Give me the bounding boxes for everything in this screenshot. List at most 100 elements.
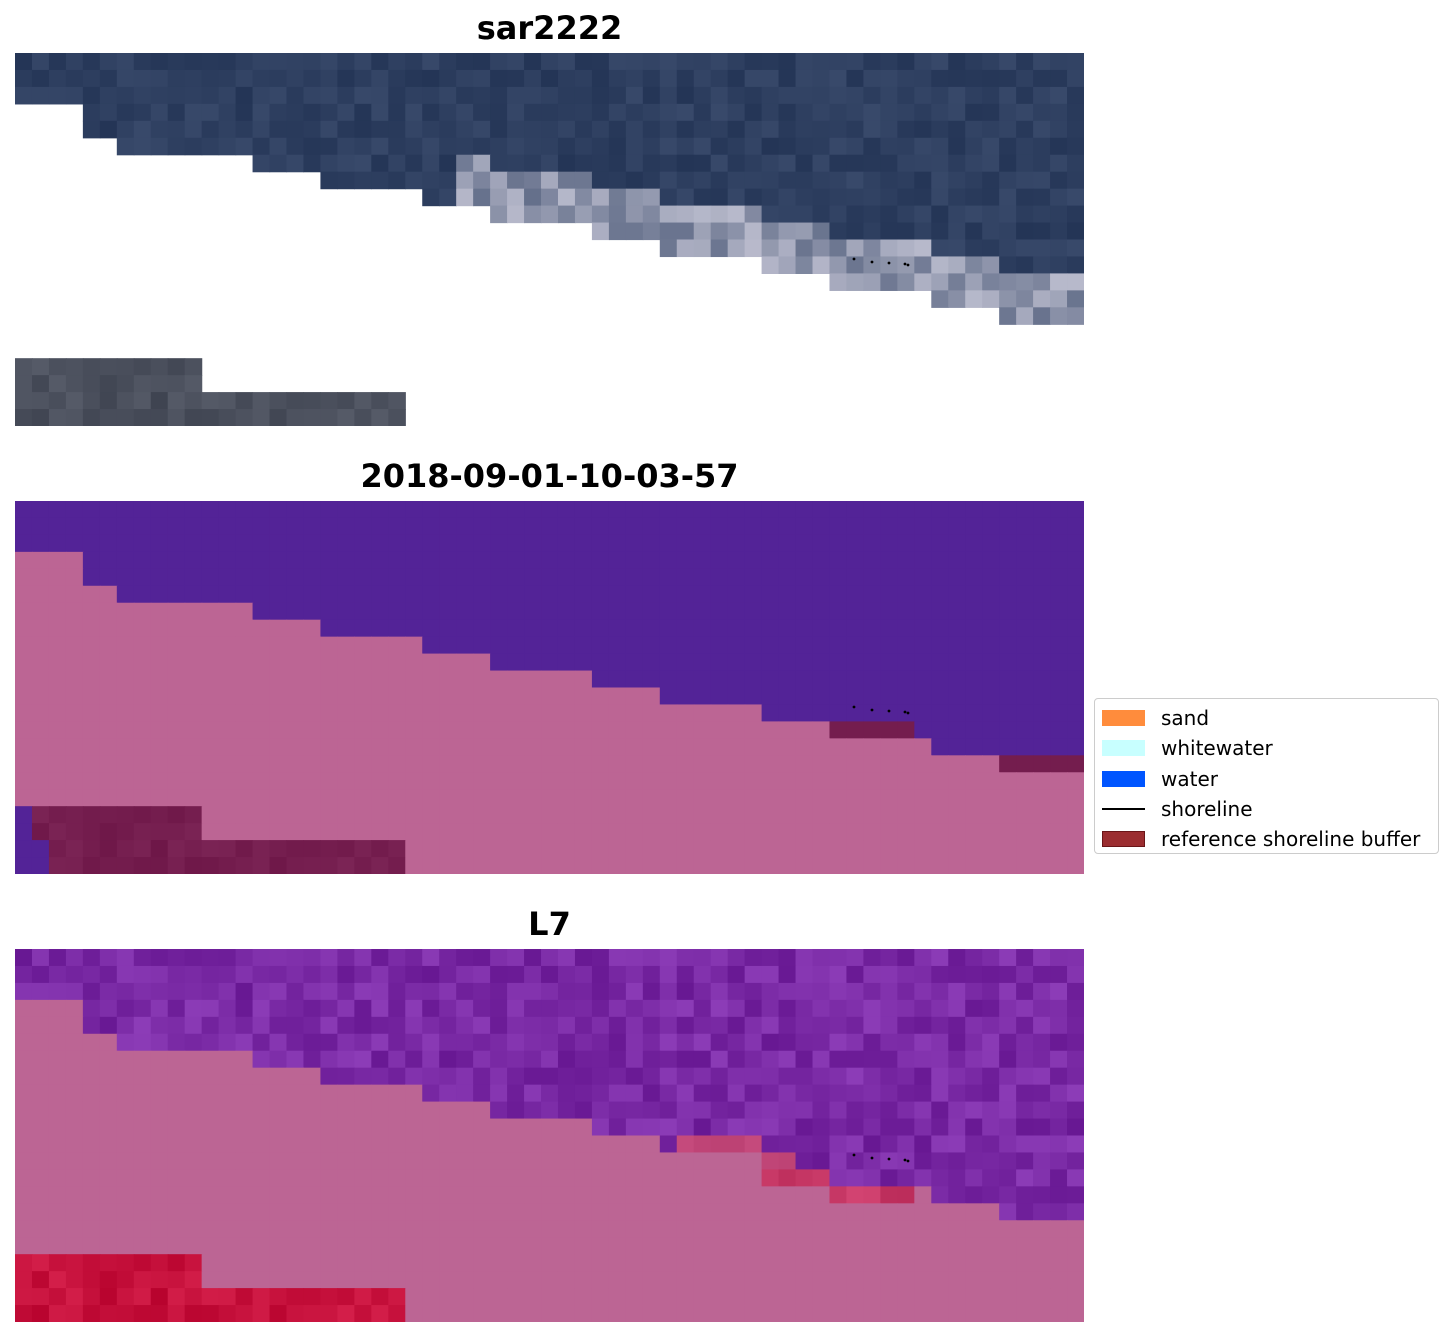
rgb-pixel bbox=[456, 103, 474, 122]
class-pixel bbox=[591, 721, 610, 739]
index-pixel bbox=[829, 1288, 848, 1306]
class-pixel bbox=[218, 636, 237, 655]
shoreline-point bbox=[903, 710, 907, 714]
class-pixel bbox=[999, 670, 1017, 689]
index-pixel bbox=[201, 1237, 220, 1255]
index-pixel bbox=[116, 1254, 135, 1272]
class-pixel bbox=[31, 687, 50, 706]
class-pixel bbox=[1067, 857, 1084, 874]
index-pixel bbox=[167, 1033, 186, 1052]
index-pixel bbox=[914, 982, 932, 1001]
index-pixel bbox=[422, 1254, 440, 1272]
class-pixel bbox=[82, 772, 101, 790]
index-pixel bbox=[48, 1237, 67, 1255]
rgb-pixel bbox=[931, 53, 949, 71]
class-pixel bbox=[880, 857, 898, 874]
class-pixel bbox=[337, 840, 355, 858]
class-pixel bbox=[99, 806, 118, 824]
index-pixel bbox=[999, 1254, 1017, 1272]
index-pixel bbox=[863, 1203, 881, 1221]
rgb-pixel bbox=[524, 137, 542, 156]
index-pixel bbox=[65, 949, 84, 967]
rgb-pixel bbox=[795, 171, 814, 190]
class-pixel bbox=[710, 772, 729, 790]
rgb-pixel bbox=[269, 53, 288, 71]
class-pixel bbox=[167, 704, 186, 722]
rgb-pixel bbox=[167, 120, 186, 139]
index-pixel bbox=[778, 1101, 797, 1120]
index-pixel bbox=[710, 1101, 729, 1120]
class-pixel bbox=[1067, 806, 1084, 824]
class-pixel bbox=[371, 619, 389, 638]
index-pixel bbox=[184, 1271, 203, 1289]
index-pixel bbox=[744, 982, 763, 1001]
index-pixel bbox=[218, 1016, 237, 1035]
rgb-pixel bbox=[405, 137, 423, 156]
index-pixel bbox=[31, 999, 50, 1018]
index-pixel bbox=[880, 1237, 898, 1255]
class-pixel bbox=[541, 568, 559, 587]
index-pixel bbox=[65, 1288, 84, 1306]
index-pixel bbox=[1016, 1237, 1034, 1255]
class-pixel bbox=[999, 551, 1017, 570]
index-pixel bbox=[710, 1305, 729, 1322]
index-pixel bbox=[82, 1033, 101, 1052]
index-pixel bbox=[133, 1050, 152, 1069]
class-pixel bbox=[761, 619, 780, 638]
class-pixel bbox=[320, 602, 338, 621]
class-pixel bbox=[184, 534, 203, 553]
index-pixel bbox=[116, 1067, 135, 1086]
class-pixel bbox=[201, 568, 220, 587]
class-pixel bbox=[693, 585, 712, 604]
index-pixel bbox=[659, 1135, 678, 1154]
index-pixel bbox=[846, 1016, 865, 1035]
rgb-pixel bbox=[846, 205, 865, 224]
index-pixel bbox=[286, 1271, 305, 1289]
class-pixel bbox=[812, 721, 831, 739]
rgb-pixel bbox=[710, 103, 729, 122]
index-pixel bbox=[235, 1033, 254, 1052]
class-pixel bbox=[184, 806, 203, 824]
class-pixel bbox=[761, 806, 780, 824]
index-pixel bbox=[778, 1033, 797, 1052]
index-pixel bbox=[880, 1288, 898, 1306]
index-pixel bbox=[184, 1169, 203, 1187]
index-pixel bbox=[1067, 1186, 1084, 1204]
rgb-pixel bbox=[303, 137, 322, 156]
class-pixel bbox=[863, 704, 881, 722]
class-pixel bbox=[405, 636, 423, 655]
class-pixel bbox=[880, 568, 898, 587]
class-pixel bbox=[422, 585, 440, 604]
index-pixel bbox=[608, 1186, 627, 1204]
index-pixel bbox=[150, 1186, 169, 1204]
class-pixel bbox=[880, 670, 898, 689]
class-pixel bbox=[456, 789, 474, 807]
class-pixel bbox=[541, 585, 559, 604]
index-pixel bbox=[710, 1271, 729, 1289]
class-pixel bbox=[625, 585, 644, 604]
class-pixel bbox=[591, 551, 610, 570]
index-pixel bbox=[608, 1118, 627, 1137]
rgb-pixel bbox=[659, 205, 678, 224]
index-pixel bbox=[795, 1186, 814, 1204]
rgb-pixel bbox=[354, 86, 372, 105]
rgb-pixel bbox=[286, 392, 305, 410]
index-pixel bbox=[507, 1152, 525, 1170]
index-pixel bbox=[31, 1084, 50, 1103]
index-pixel bbox=[829, 1152, 848, 1170]
index-pixel bbox=[642, 949, 661, 967]
index-pixel bbox=[371, 999, 389, 1018]
rgb-pixel bbox=[1016, 137, 1034, 156]
index-pixel bbox=[897, 1016, 915, 1035]
class-pixel bbox=[218, 857, 237, 874]
class-pixel bbox=[150, 738, 169, 756]
class-pixel bbox=[846, 772, 865, 790]
class-pixel bbox=[252, 653, 271, 672]
index-pixel bbox=[676, 1033, 695, 1052]
index-pixel bbox=[591, 1220, 610, 1238]
index-pixel bbox=[914, 1288, 932, 1306]
class-pixel bbox=[693, 823, 712, 841]
class-pixel bbox=[320, 738, 338, 756]
class-pixel bbox=[354, 670, 372, 689]
class-pixel bbox=[439, 738, 457, 756]
